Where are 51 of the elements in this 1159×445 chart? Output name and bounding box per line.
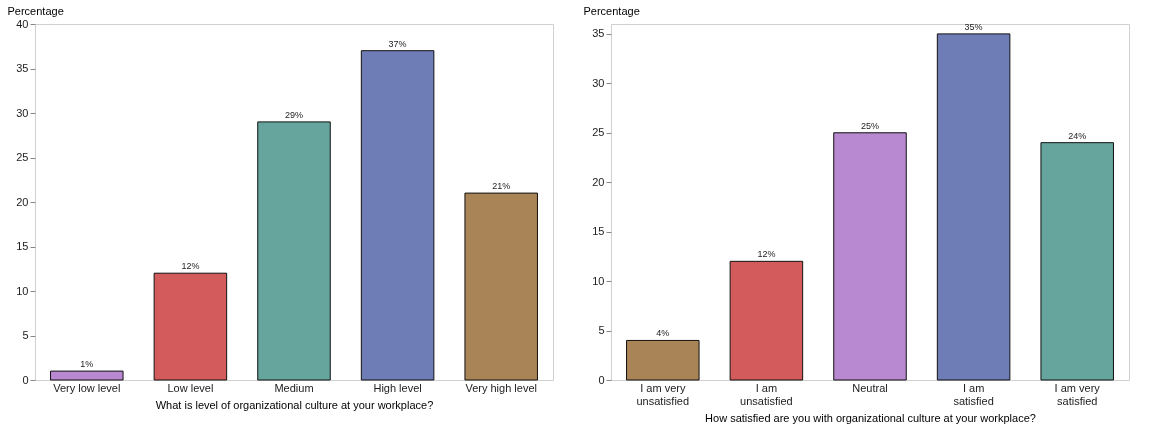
x-tick-label: Very high level	[465, 381, 537, 394]
bar	[257, 121, 331, 381]
x-tick-label: I am satisfied	[953, 381, 994, 407]
data-label: 4%	[656, 328, 670, 339]
y-tick-label: 10	[16, 284, 29, 297]
data-label: 12%	[757, 249, 776, 260]
y-tick-label: 15	[592, 225, 605, 238]
y-axis-title: Percentage	[583, 4, 640, 17]
x-tick-label: Neutral	[852, 381, 888, 394]
y-tick-label: 5	[598, 324, 605, 337]
y-tick-label: 35	[16, 62, 29, 74]
bar	[360, 50, 435, 381]
data-label: 1%	[80, 359, 94, 370]
y-tick-label: 25	[16, 151, 29, 163]
bar	[1040, 142, 1114, 381]
x-tick-label: High level	[373, 381, 422, 394]
bar	[626, 339, 700, 381]
y-tick-label: 15	[16, 240, 29, 252]
y-tick-label: 10	[592, 274, 605, 287]
bar	[153, 272, 228, 381]
y-tick-label: 5	[22, 329, 29, 341]
x-tick-label: I am very satisfied	[1054, 381, 1101, 407]
x-tick-label: Low level	[167, 381, 214, 394]
y-tick-label: 35	[592, 27, 605, 40]
bar	[50, 370, 124, 381]
x-axis-title: How satisfied are you with organizational culture at your workplace?	[705, 411, 1036, 424]
bar	[729, 260, 804, 381]
data-label: 25%	[860, 120, 880, 131]
x-tick-label: I am very unsatisfied	[636, 381, 690, 407]
x-tick-label: I am unsatisfied	[740, 381, 793, 407]
y-tick-label: 30	[592, 76, 605, 89]
y-axis-title: Percentage	[7, 4, 64, 17]
data-label: 29%	[284, 109, 304, 120]
x-tick-label: Medium	[274, 381, 314, 394]
y-tick-label: 25	[592, 126, 605, 139]
y-tick-label: 30	[16, 106, 29, 119]
bar	[833, 132, 907, 381]
data-label: 35%	[964, 21, 983, 32]
data-label: 37%	[388, 38, 407, 49]
x-axis-title: What is level of organizational culture at your workplace?	[155, 398, 434, 411]
bar	[936, 33, 1011, 381]
data-label: 12%	[181, 261, 200, 272]
y-tick-label: 20	[16, 195, 29, 208]
data-label: 24%	[1068, 130, 1087, 141]
y-tick-label: 40	[16, 17, 29, 30]
data-label: 21%	[492, 181, 511, 192]
bar	[464, 192, 538, 381]
y-tick-label: 0	[22, 373, 29, 386]
y-tick-label: 0	[598, 373, 605, 386]
y-tick-label: 20	[592, 175, 605, 188]
x-tick-label: Very low level	[53, 381, 121, 394]
